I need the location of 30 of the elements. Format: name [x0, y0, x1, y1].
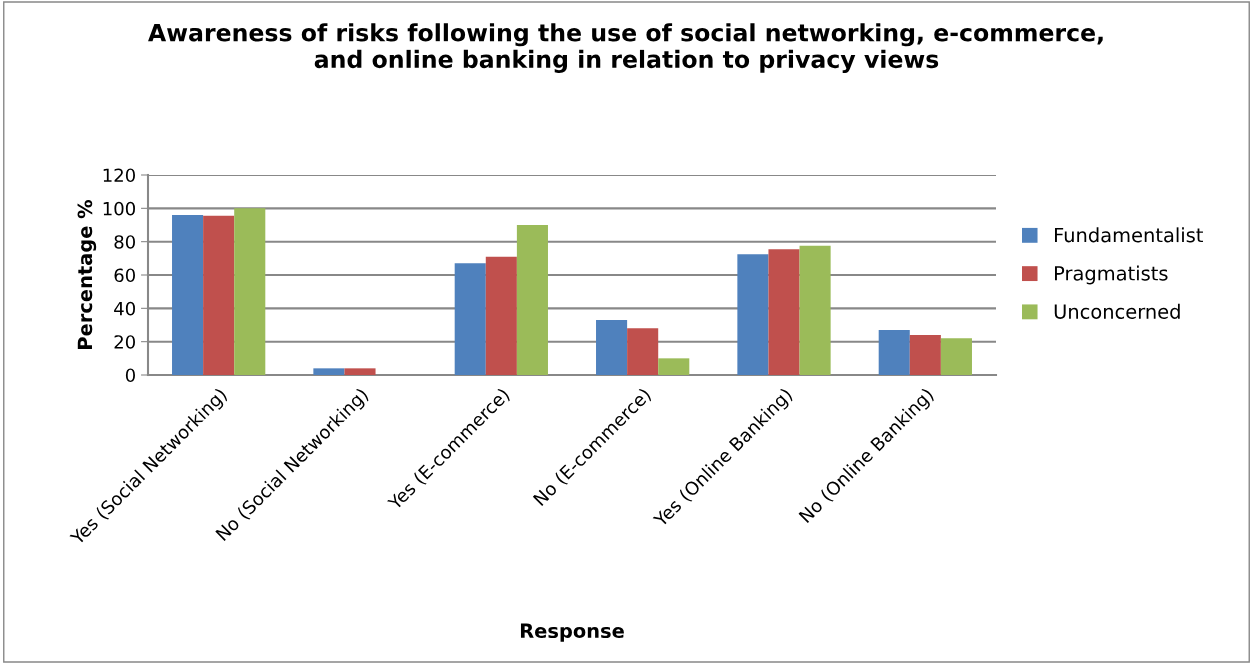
y-tick-label: 40	[114, 301, 135, 316]
bar	[768, 249, 800, 375]
legend-label: Unconcerned	[1054, 303, 1180, 319]
bar	[203, 215, 235, 375]
x-axis-title: Response	[520, 623, 624, 642]
y-tick-label: 20	[114, 335, 135, 349]
y-tick-label: 100	[103, 201, 135, 216]
y-axis-title: Percentage %	[77, 199, 97, 349]
bar	[485, 256, 517, 375]
y-tick-label: 0	[125, 368, 135, 383]
bar	[234, 208, 266, 375]
legend-label: Pragmatists	[1055, 265, 1168, 285]
chart-title: Awareness of risks following the use of social networking, e-commerce, and online banking in relation to privacy views	[148, 23, 1103, 73]
bar	[878, 330, 910, 375]
legend-label: Fundamentalist	[1055, 227, 1203, 243]
bar	[172, 215, 204, 375]
bar	[909, 335, 941, 375]
bar	[940, 338, 972, 375]
bar	[596, 320, 628, 375]
bar	[658, 358, 690, 375]
y-tick-label: 120	[103, 168, 135, 183]
bar	[313, 368, 345, 375]
bar	[454, 263, 486, 375]
bar	[627, 328, 659, 375]
bar	[516, 225, 548, 375]
y-tick-label: 80	[114, 235, 135, 249]
bar	[799, 245, 831, 375]
bar	[344, 368, 376, 375]
bar	[737, 254, 769, 375]
y-tick-label: 60	[114, 268, 135, 283]
